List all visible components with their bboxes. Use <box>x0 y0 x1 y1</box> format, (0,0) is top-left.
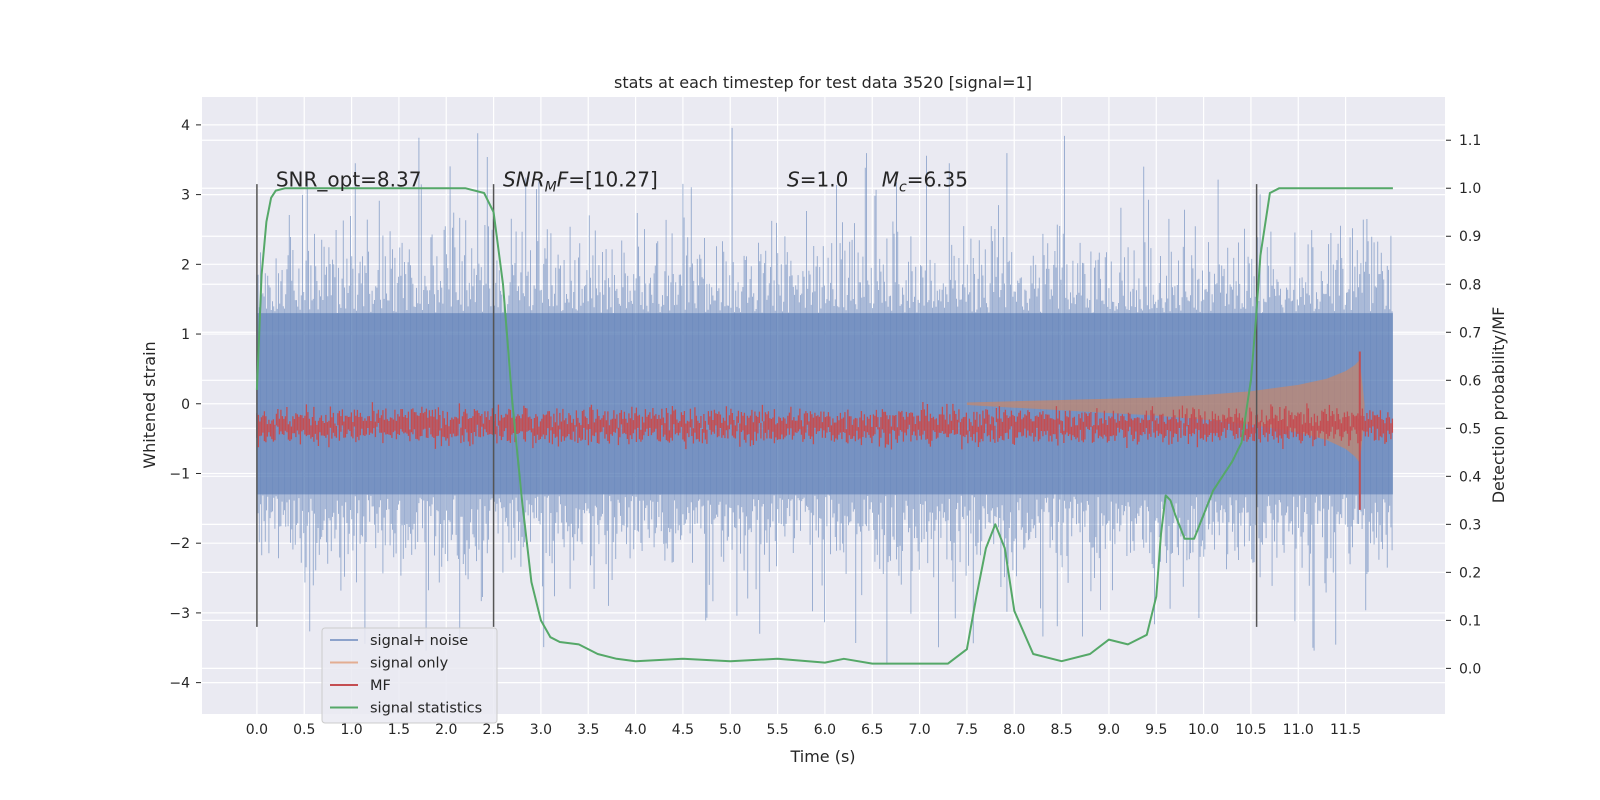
y-tick-label: 0 <box>181 397 190 413</box>
x-tick-label: 11.0 <box>1283 722 1314 738</box>
annotations: SNR_opt=8.37 SNRMF=[10.27] S=1.0 Mc=6.35 <box>276 168 968 196</box>
x-tick-label: 9.5 <box>1145 722 1167 738</box>
signal-only-envelope <box>966 359 1365 463</box>
y-right-tick-label: 0.2 <box>1459 565 1481 581</box>
legend-label: MF <box>370 678 391 694</box>
y-right-tick-label: 0.8 <box>1459 277 1481 293</box>
chart-title: stats at each timestep for test data 352… <box>614 73 1032 92</box>
x-tick-label: 3.0 <box>530 722 552 738</box>
x-tick-label: 7.5 <box>956 722 978 738</box>
signal-statistics-line <box>255 187 1393 665</box>
x-tick-label: 4.5 <box>672 722 694 738</box>
annotation-text: Mc=6.35 <box>882 168 968 196</box>
x-tick-label: 4.0 <box>624 722 646 738</box>
x-tick-label: 1.0 <box>340 722 362 738</box>
x-tick-label: 3.5 <box>577 722 599 738</box>
x-tick-label: 7.0 <box>908 722 930 738</box>
annotation-text: S=1.0 <box>787 168 848 192</box>
legend-label: signal+ noise <box>370 633 468 649</box>
x-tick-label: 5.5 <box>766 722 788 738</box>
y-axis-label: Whitened strain <box>140 341 159 468</box>
x-tick-label: 10.5 <box>1235 722 1266 738</box>
y-right-tick-label: 0.3 <box>1459 517 1481 533</box>
x-tick-label: 8.5 <box>1050 722 1072 738</box>
ticks: 0.0 0.5 1.0 1.5 2.0 2.5 3.0 3.5 4.0 4.5 5.0 5.5 6.0 6… <box>169 118 1481 738</box>
x-tick-label: 6.5 <box>861 722 883 738</box>
y-right-tick-label: 0.0 <box>1459 661 1481 677</box>
y-right-tick-label: 0.5 <box>1459 421 1481 437</box>
y-right-tick-label: 0.4 <box>1459 469 1481 485</box>
y-right-tick-label: 0.7 <box>1459 325 1481 341</box>
annotation-text: SNR_opt=8.37 <box>276 168 422 192</box>
x-tick-label: 8.0 <box>1003 722 1025 738</box>
x-tick-label: 10.0 <box>1188 722 1219 738</box>
x-tick-label: 0.5 <box>293 722 315 738</box>
legend-box <box>321 627 498 724</box>
x-tick-label: 1.5 <box>388 722 410 738</box>
y-right-tick-label: 0.6 <box>1459 373 1481 389</box>
x-tick-label: 2.0 <box>435 722 457 738</box>
x-tick-label: 9.0 <box>1098 722 1120 738</box>
y-right-tick-label: 0.9 <box>1459 229 1481 245</box>
y-tick-label: 1 <box>181 327 190 343</box>
y-axis-right-label: Detection probability/MF <box>1489 307 1508 504</box>
y-tick-label: 4 <box>181 118 190 134</box>
y-tick-label: −3 <box>169 606 190 622</box>
y-right-tick-label: 1.1 <box>1459 133 1481 149</box>
x-tick-label: 11.5 <box>1330 722 1361 738</box>
y-tick-label: 2 <box>181 257 190 273</box>
x-tick-label: 5.0 <box>719 722 741 738</box>
y-tick-label: −4 <box>169 676 190 692</box>
legend-label: signal only <box>370 656 449 672</box>
signal-statistics-series <box>255 187 1393 665</box>
signal-only-series <box>966 359 1365 463</box>
x-tick-label: 0.0 <box>246 722 268 738</box>
x-axis-label: Time (s) <box>789 747 855 766</box>
y-right-tick-label: 1.0 <box>1459 181 1481 197</box>
x-tick-label: 2.5 <box>482 722 504 738</box>
legend: signal+ noise signal only MF signal statist… <box>321 627 498 724</box>
y-right-tick-label: 0.1 <box>1459 613 1481 629</box>
annotation-text: SNRMF=[10.27] <box>503 168 658 196</box>
vertical-markers <box>256 184 1258 627</box>
y-tick-label: 3 <box>181 188 190 204</box>
x-tick-label: 6.0 <box>814 722 836 738</box>
y-tick-label: −2 <box>169 536 190 552</box>
legend-label: signal statistics <box>370 701 482 717</box>
y-tick-label: −1 <box>169 466 190 482</box>
